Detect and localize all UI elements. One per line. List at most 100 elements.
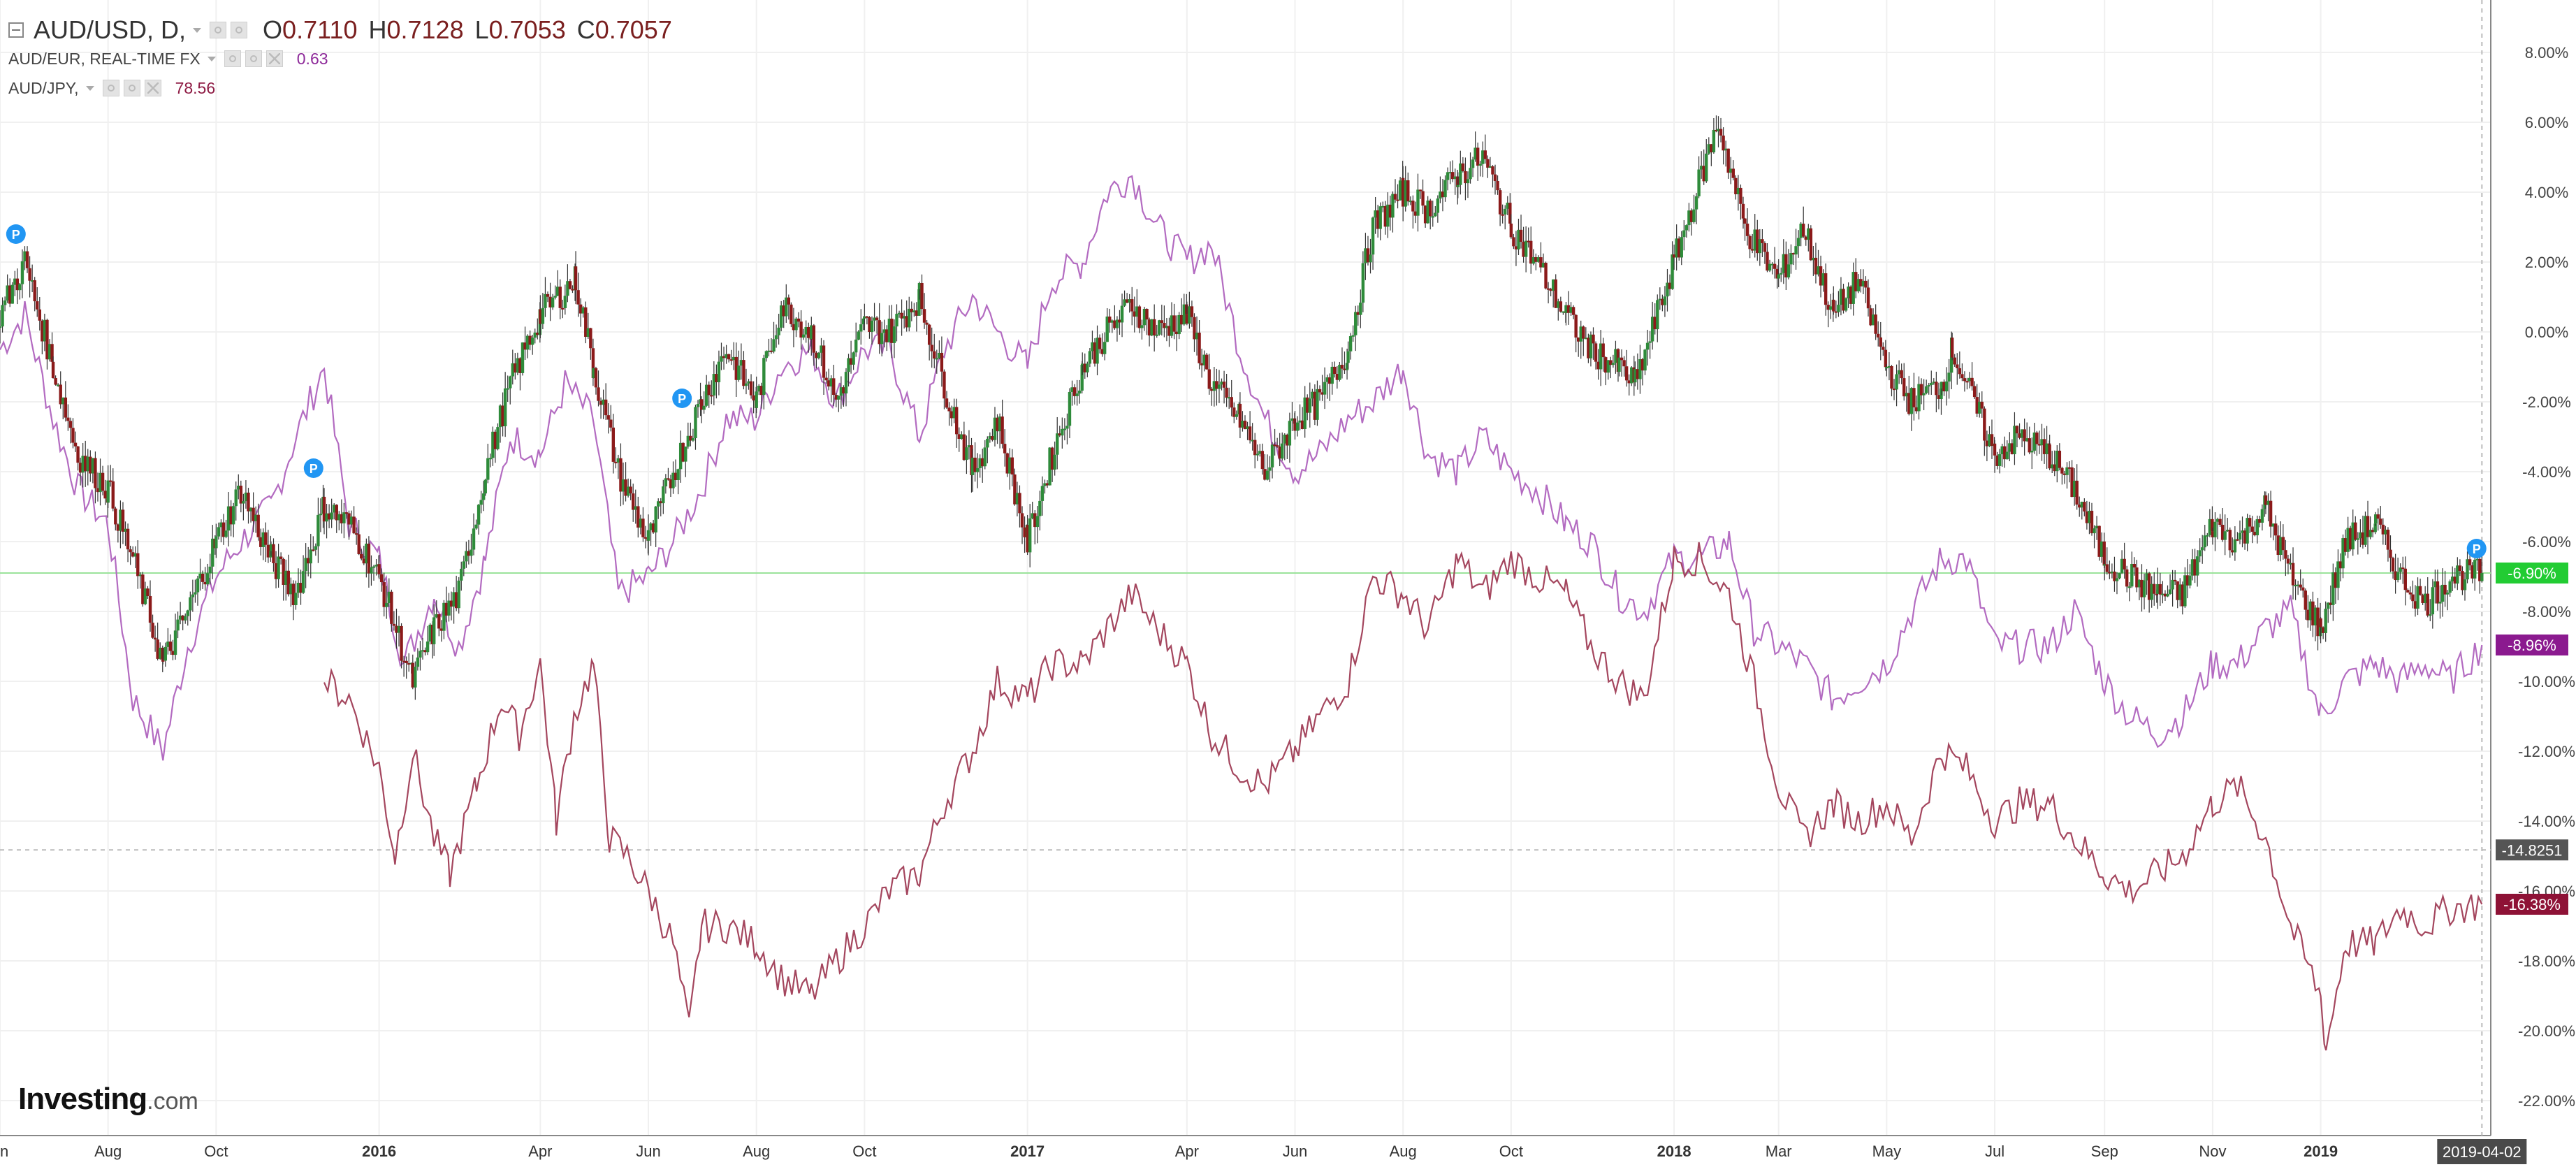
chevron-down-icon[interactable]	[85, 85, 94, 91]
candle-body	[2343, 538, 2348, 552]
candle-body	[1182, 304, 1186, 325]
candle-body	[103, 491, 107, 499]
candle-body	[1856, 279, 1861, 291]
candle-body	[2236, 539, 2239, 541]
candle-body	[1998, 454, 2002, 466]
settings-icon[interactable]	[231, 22, 248, 38]
candle-body	[2198, 550, 2202, 557]
close-icon[interactable]	[144, 80, 161, 96]
candle-body	[952, 407, 956, 419]
candle-body	[2376, 514, 2380, 519]
candle-body	[2389, 549, 2392, 558]
candle-body	[1120, 305, 1124, 323]
candle-body	[2095, 525, 2099, 529]
candle-body	[1103, 342, 1107, 354]
visibility-icon[interactable]	[102, 80, 119, 96]
candle-body	[1401, 177, 1405, 207]
candle-body	[1088, 351, 1092, 364]
candle-body	[1498, 190, 1502, 215]
price-pin-icon	[303, 458, 323, 478]
candle-body	[1248, 426, 1252, 441]
candle-body	[1804, 236, 1807, 240]
candle-body	[1689, 210, 1694, 222]
audjpy-symbol[interactable]: AUD/JPY,	[8, 78, 79, 97]
last-value-badge	[2496, 635, 2568, 655]
candle-body	[1335, 374, 1339, 380]
candle-body	[405, 660, 408, 664]
candle-body	[217, 527, 221, 537]
candle-body	[747, 381, 750, 384]
candle-body	[940, 352, 944, 372]
candle-body	[244, 492, 248, 502]
candle-body	[1524, 240, 1528, 257]
candle-body	[689, 435, 692, 441]
candle-body	[796, 318, 801, 322]
price-pin-label: P	[678, 392, 686, 406]
settings-icon[interactable]	[245, 50, 262, 67]
candle-body	[616, 458, 620, 463]
candle-body	[1393, 194, 1397, 200]
chevron-down-icon[interactable]	[193, 27, 202, 33]
chevron-down-icon[interactable]	[207, 56, 216, 61]
main-symbol[interactable]: AUD/USD, D,	[34, 15, 187, 44]
candle-body	[1033, 513, 1037, 528]
candle-body	[2331, 572, 2335, 605]
close-icon[interactable]	[265, 50, 283, 67]
candle-body	[945, 398, 949, 408]
candle-body	[2070, 467, 2074, 497]
candle-body	[604, 399, 608, 416]
audeur-symbol[interactable]: AUD/EUR, REAL-TIME FX	[8, 49, 201, 68]
candle-body	[1268, 467, 1272, 471]
visibility-icon[interactable]	[224, 50, 241, 67]
candle-body	[1606, 360, 1610, 373]
candle-body	[1003, 444, 1007, 454]
candle-body	[2150, 584, 2153, 600]
candle-body	[1471, 159, 1475, 168]
candle-body	[1473, 147, 1477, 160]
candle-body	[2163, 593, 2167, 597]
visibility-icon[interactable]	[210, 22, 227, 38]
candle-body	[124, 528, 127, 532]
candle-body	[2142, 580, 2146, 597]
candle-body	[342, 512, 346, 523]
candle-body	[1145, 308, 1149, 320]
candle-body	[667, 478, 670, 480]
candle-body	[488, 458, 493, 460]
x-tick-label: Jun	[1283, 1143, 1307, 1160]
price-pin-label: P	[310, 462, 318, 476]
candle-body	[1378, 206, 1382, 229]
candle-body	[2379, 519, 2382, 525]
crosshair-date-badge	[2437, 1139, 2527, 1164]
candle-body	[462, 561, 466, 569]
candle-body	[2173, 579, 2177, 581]
candle-body	[2327, 602, 2330, 609]
candle-body	[1849, 287, 1853, 304]
candle-body	[602, 399, 605, 405]
candle-body	[1864, 280, 1868, 288]
candle-body	[1396, 199, 1399, 201]
collapse-legend-icon[interactable]	[8, 22, 24, 38]
candle-body	[1258, 451, 1262, 454]
legend-main-row: AUD/USD, D, O 0.7110 H 0.7128 L 0.7053 C 0.7…	[8, 13, 672, 48]
candle-body	[116, 524, 120, 531]
candle-body	[2456, 565, 2459, 584]
settings-icon[interactable]	[123, 80, 140, 96]
candle-body	[0, 326, 2, 328]
candle-body	[1824, 273, 1828, 305]
candle-body	[173, 630, 177, 655]
candle-body	[2348, 528, 2352, 550]
candle-body	[2371, 530, 2375, 532]
candle-body	[56, 384, 60, 386]
candle-body	[2399, 567, 2402, 572]
candle-body	[214, 536, 218, 549]
candle-body	[476, 505, 481, 525]
candle-body	[1942, 382, 1946, 392]
candle-body	[1020, 513, 1024, 528]
candle-body	[827, 380, 831, 387]
candle-body	[762, 358, 766, 396]
candle-body	[804, 326, 808, 335]
candle-body	[501, 405, 504, 426]
candle-body	[1527, 240, 1530, 242]
